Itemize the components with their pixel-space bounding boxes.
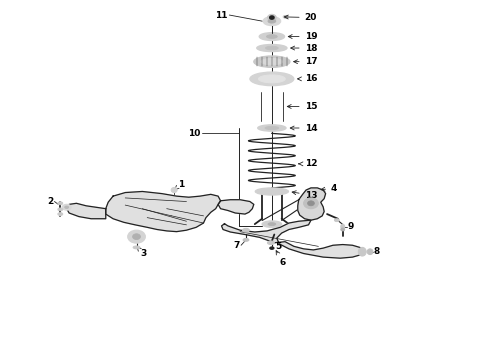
Ellipse shape	[58, 208, 63, 211]
Text: 6: 6	[276, 251, 286, 267]
Text: 9: 9	[347, 222, 354, 231]
Ellipse shape	[261, 58, 283, 65]
Text: 1: 1	[174, 180, 184, 190]
Text: 12: 12	[299, 159, 317, 168]
Ellipse shape	[133, 246, 140, 249]
Ellipse shape	[283, 15, 288, 18]
Ellipse shape	[255, 188, 289, 195]
Ellipse shape	[341, 228, 344, 231]
Text: 16: 16	[297, 75, 317, 84]
Text: 17: 17	[294, 57, 317, 66]
Ellipse shape	[262, 221, 282, 227]
Text: 10: 10	[188, 129, 200, 138]
Polygon shape	[221, 220, 363, 258]
Polygon shape	[67, 203, 106, 219]
Ellipse shape	[334, 219, 339, 222]
Text: 13: 13	[292, 190, 317, 199]
Ellipse shape	[259, 33, 285, 41]
Ellipse shape	[265, 126, 279, 130]
Ellipse shape	[243, 238, 249, 241]
Text: 18: 18	[291, 44, 317, 53]
Ellipse shape	[367, 249, 373, 255]
Text: 20: 20	[284, 13, 317, 22]
Ellipse shape	[58, 202, 63, 205]
Polygon shape	[106, 192, 220, 231]
Ellipse shape	[243, 228, 249, 232]
Polygon shape	[218, 200, 254, 214]
Ellipse shape	[268, 19, 276, 23]
Ellipse shape	[254, 56, 290, 67]
Ellipse shape	[250, 72, 294, 86]
Ellipse shape	[270, 247, 274, 249]
Ellipse shape	[266, 46, 278, 50]
Ellipse shape	[62, 204, 71, 210]
Circle shape	[128, 230, 146, 243]
Ellipse shape	[58, 213, 63, 216]
Ellipse shape	[268, 241, 274, 244]
Circle shape	[308, 201, 315, 206]
Text: 3: 3	[137, 247, 146, 258]
Ellipse shape	[270, 16, 274, 19]
Ellipse shape	[258, 125, 286, 131]
Ellipse shape	[65, 206, 69, 208]
Text: 2: 2	[47, 197, 53, 206]
Circle shape	[304, 198, 318, 209]
Text: 19: 19	[288, 32, 317, 41]
Ellipse shape	[267, 35, 277, 39]
Ellipse shape	[268, 14, 276, 21]
Polygon shape	[298, 188, 326, 220]
Text: 7: 7	[234, 241, 240, 250]
Ellipse shape	[257, 44, 287, 51]
Circle shape	[133, 234, 141, 239]
Ellipse shape	[341, 224, 344, 229]
Ellipse shape	[358, 247, 366, 256]
Ellipse shape	[263, 17, 281, 26]
Text: 15: 15	[287, 102, 317, 111]
Ellipse shape	[268, 223, 276, 226]
Ellipse shape	[171, 188, 177, 193]
Ellipse shape	[258, 75, 285, 83]
Text: 11: 11	[215, 10, 227, 19]
Text: 4: 4	[321, 184, 338, 193]
Text: 8: 8	[373, 247, 379, 256]
Text: 14: 14	[290, 123, 317, 132]
Text: 5: 5	[275, 242, 282, 251]
